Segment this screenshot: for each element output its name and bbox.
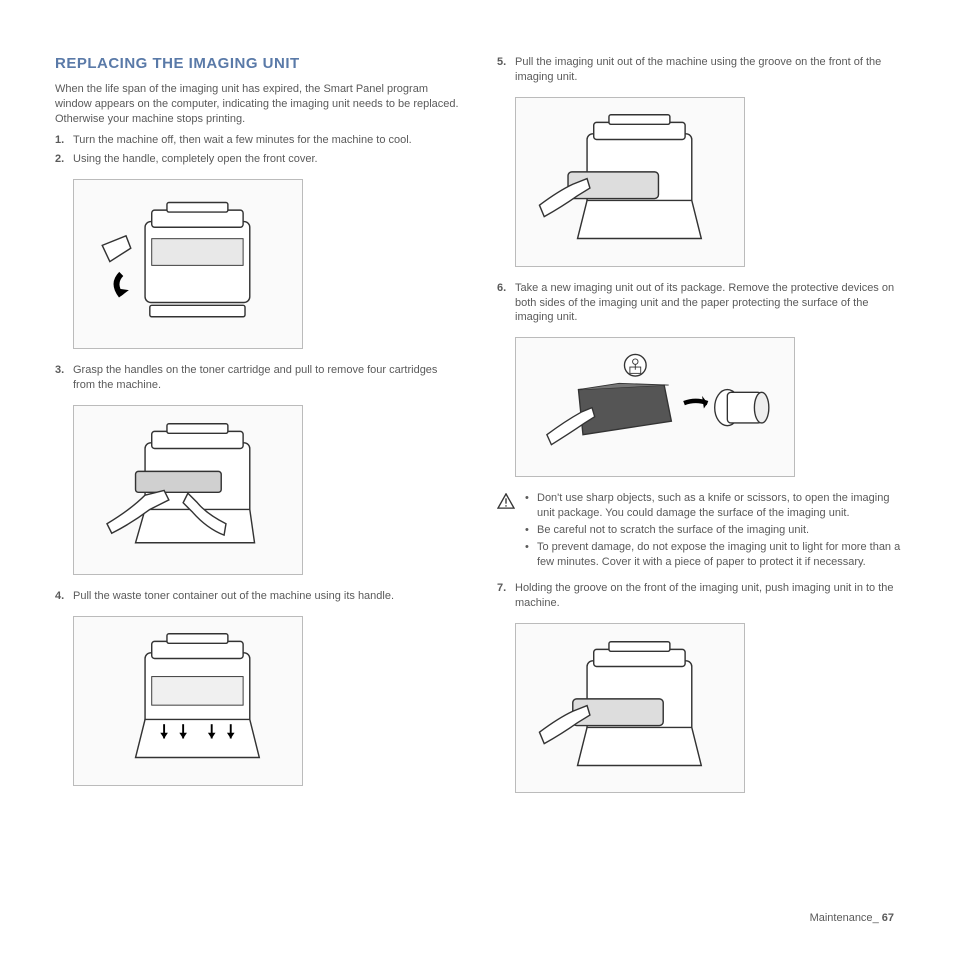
figure-waste-toner — [73, 616, 303, 786]
footer-page-number: 67 — [882, 912, 894, 924]
printer-illustration-icon — [91, 419, 285, 562]
unpack-illustration-icon — [537, 349, 773, 466]
right-step-list: 5. Pull the imaging unit out of the mach… — [497, 55, 904, 85]
printer-illustration-icon — [91, 629, 285, 772]
right-step-list-cont2: 7. Holding the groove on the front of th… — [497, 581, 904, 611]
warning-item: To prevent damage, do not expose the ima… — [537, 540, 904, 570]
step-number: 7. — [497, 581, 506, 596]
step-number: 4. — [55, 589, 64, 604]
step-text: Pull the waste toner container out of th… — [73, 590, 394, 602]
manual-page: REPLACING THE IMAGING UNIT When the life… — [0, 0, 954, 920]
step-number: 1. — [55, 133, 64, 148]
printer-illustration-icon — [91, 193, 285, 336]
left-column: REPLACING THE IMAGING UNIT When the life… — [55, 55, 462, 890]
step-item: 1. Turn the machine off, then wait a few… — [55, 133, 462, 148]
step-number: 3. — [55, 363, 64, 378]
right-step-list-cont: 6. Take a new imaging unit out of its pa… — [497, 281, 904, 326]
figure-push-imaging-unit — [515, 623, 745, 793]
step-text: Pull the imaging unit out of the machine… — [515, 56, 881, 83]
left-step-list-cont2: 4. Pull the waste toner container out of… — [55, 589, 462, 604]
step-item: 2. Using the handle, completely open the… — [55, 152, 462, 167]
warning-icon — [497, 493, 515, 509]
step-item: 3. Grasp the handles on the toner cartri… — [55, 363, 462, 393]
step-text: Holding the groove on the front of the i… — [515, 582, 894, 609]
figure-open-cover — [73, 179, 303, 349]
printer-illustration-icon — [533, 637, 727, 780]
left-step-list-cont: 3. Grasp the handles on the toner cartri… — [55, 363, 462, 393]
right-column: 5. Pull the imaging unit out of the mach… — [497, 55, 904, 890]
warning-item: Be careful not to scratch the surface of… — [537, 523, 904, 538]
section-heading: REPLACING THE IMAGING UNIT — [55, 55, 462, 72]
step-text: Using the handle, completely open the fr… — [73, 153, 318, 165]
step-text: Turn the machine off, then wait a few mi… — [73, 134, 412, 146]
figure-unpack-unit — [515, 337, 795, 477]
step-item: 6. Take a new imaging unit out of its pa… — [497, 281, 904, 326]
step-number: 5. — [497, 55, 506, 70]
step-number: 2. — [55, 152, 64, 167]
step-item: 5. Pull the imaging unit out of the mach… — [497, 55, 904, 85]
figure-pull-imaging-unit — [515, 97, 745, 267]
figure-remove-cartridge — [73, 405, 303, 575]
step-number: 6. — [497, 281, 506, 296]
footer-section: Maintenance — [810, 912, 873, 924]
footer-separator: _ — [873, 912, 882, 924]
warning-block: Don't use sharp objects, such as a knife… — [497, 491, 904, 571]
warning-list: Don't use sharp objects, such as a knife… — [525, 491, 904, 571]
step-item: 4. Pull the waste toner container out of… — [55, 589, 462, 604]
step-item: 7. Holding the groove on the front of th… — [497, 581, 904, 611]
page-footer: Maintenance_ 67 — [810, 912, 894, 924]
intro-paragraph: When the life span of the imaging unit h… — [55, 82, 462, 127]
warning-item: Don't use sharp objects, such as a knife… — [537, 491, 904, 521]
left-step-list: 1. Turn the machine off, then wait a few… — [55, 133, 462, 168]
step-text: Grasp the handles on the toner cartridge… — [73, 364, 437, 391]
step-text: Take a new imaging unit out of its packa… — [515, 282, 894, 324]
printer-illustration-icon — [533, 110, 727, 253]
